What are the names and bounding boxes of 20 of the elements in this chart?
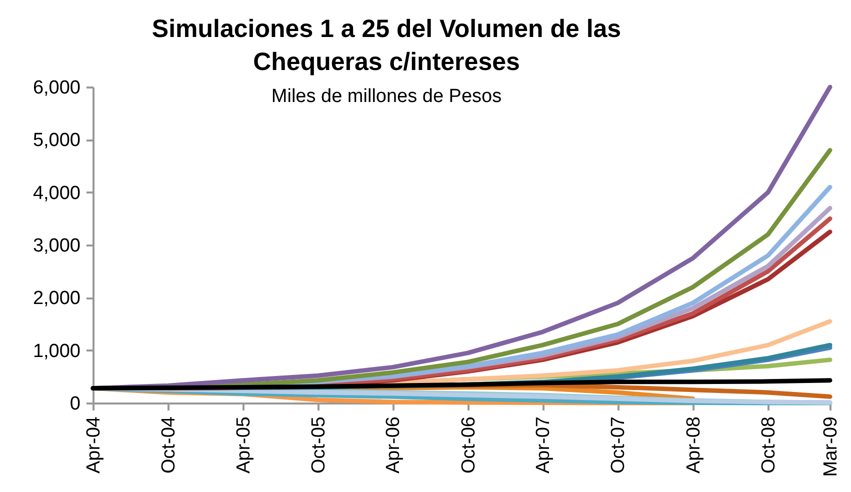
x-tick-label: Oct-07 (608, 416, 630, 474)
x-tick-label: Oct-06 (458, 416, 480, 474)
x-tick-label: Apr-08 (683, 416, 704, 474)
y-tick-label: 4,000 (32, 182, 80, 204)
y-tick-label: 6,000 (32, 78, 80, 98)
x-tick-label: Oct-05 (308, 416, 330, 474)
x-tick-label: Apr-07 (533, 416, 554, 474)
x-tick-label: Apr-06 (383, 416, 404, 474)
y-tick-label: 0 (70, 394, 80, 414)
y-tick-label: 1,000 (32, 340, 80, 362)
y-tick-label: 2,000 (32, 288, 80, 310)
chart-subtitle: Miles de millones de Pesos (271, 86, 502, 107)
y-tick-label: 3,000 (32, 236, 80, 256)
x-tick-label: Apr-04 (84, 416, 104, 474)
x-tick-label: Mar-09 (820, 416, 842, 477)
x-tick-label: Oct-04 (158, 416, 180, 474)
x-tick-label: Oct-08 (758, 416, 780, 474)
x-tick-label: Apr-05 (233, 416, 254, 474)
chart-title: Simulaciones 1 a 25 del Volumen de las Chequeras c/intereses (152, 15, 622, 76)
y-tick-label: 5,000 (32, 130, 80, 152)
